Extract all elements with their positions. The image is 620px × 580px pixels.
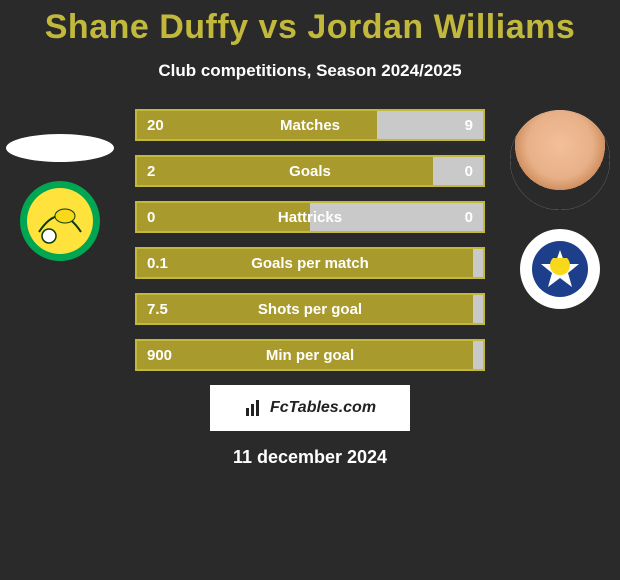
stat-bar-left: 2 <box>135 155 433 187</box>
stat-bar-left: 900 <box>135 339 473 371</box>
stat-bar-left: 7.5 <box>135 293 473 325</box>
player-avatar-right <box>510 110 610 210</box>
stat-bar-right: 0 <box>310 201 485 233</box>
stat-row: 209Matches <box>135 109 485 141</box>
club-crest-right <box>519 228 601 310</box>
right-player-column <box>500 110 620 310</box>
stat-bar-left: 0.1 <box>135 247 473 279</box>
brand-text: FcTables.com <box>270 399 376 417</box>
stat-row: 7.5Shots per goal <box>135 293 485 325</box>
stat-value-left: 0.1 <box>147 255 168 272</box>
crest-right-svg <box>519 228 601 310</box>
brand-logo-icon <box>244 398 264 418</box>
stat-bar-left: 0 <box>135 201 310 233</box>
stat-bar-right: 0 <box>433 155 486 187</box>
stat-value-right: 0 <box>465 163 473 180</box>
stat-value-left: 0 <box>147 209 155 226</box>
stat-value-right: 9 <box>465 117 473 134</box>
stat-bar-right <box>473 339 485 371</box>
crest-left-svg <box>19 180 101 262</box>
stat-bar-right: 9 <box>377 109 486 141</box>
page-title: Shane Duffy vs Jordan Williams <box>0 8 620 47</box>
stat-value-left: 900 <box>147 347 172 364</box>
club-crest-left <box>19 180 101 262</box>
stat-value-right: 0 <box>465 209 473 226</box>
date-text: 11 december 2024 <box>0 447 620 468</box>
stat-bar-right <box>473 293 485 325</box>
stat-row: 20Goals <box>135 155 485 187</box>
stat-bar-right <box>473 247 485 279</box>
stat-row: 0.1Goals per match <box>135 247 485 279</box>
avatar-face-icon <box>510 110 610 210</box>
subtitle: Club competitions, Season 2024/2025 <box>0 61 620 81</box>
stat-row: 900Min per goal <box>135 339 485 371</box>
stat-value-left: 7.5 <box>147 301 168 318</box>
brand-badge: FcTables.com <box>210 385 410 431</box>
stat-value-left: 2 <box>147 163 155 180</box>
stat-bar-left: 20 <box>135 109 377 141</box>
player-avatar-left <box>6 134 114 162</box>
stat-value-left: 20 <box>147 117 164 134</box>
stat-row: 00Hattricks <box>135 201 485 233</box>
left-player-column <box>0 110 120 262</box>
comparison-card: Shane Duffy vs Jordan Williams Club comp… <box>0 0 620 468</box>
